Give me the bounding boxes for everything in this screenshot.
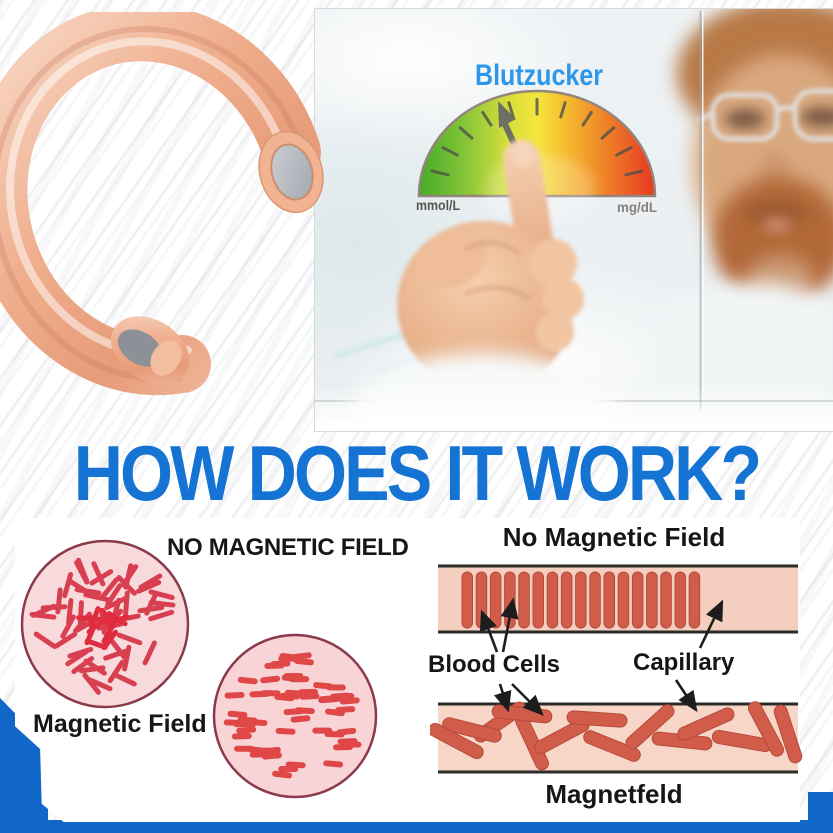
- gauge-labels: Blutzucker mmol/L mg/dL: [416, 59, 657, 215]
- aligned-cells-group: [223, 652, 362, 779]
- capillary-label: Capillary: [633, 649, 735, 676]
- ring-bottom-curl: [110, 316, 190, 384]
- blue-bottom-bar: [0, 820, 833, 833]
- photo-scene: Blutzucker mmol/L mg/dL: [315, 9, 833, 431]
- magnetic-field-label: Magnetic Field: [33, 710, 207, 738]
- magnet-disc-icon: [117, 329, 163, 367]
- ring-band: [0, 12, 321, 396]
- magnet-disc-icon: [270, 143, 314, 201]
- product-photo-panel: Blutzucker mmol/L mg/dL: [314, 8, 833, 432]
- doctor-glasses: [696, 88, 833, 142]
- gauge-title: Blutzucker: [475, 59, 603, 92]
- annotation-arrows: [479, 597, 724, 716]
- scattered-cells-group: [29, 557, 176, 695]
- blood-cells-label: Blood Cells: [428, 651, 561, 678]
- bottom-capillary-band: [430, 701, 803, 774]
- magnetfeld-title: Magnetfeld: [545, 779, 683, 809]
- no-magnetic-field-caps-label: NO MAGNETIC FIELD: [167, 534, 409, 561]
- blood-cells-circles-diagram: [20, 539, 378, 799]
- photo-bottom-fade: [315, 385, 833, 431]
- arrow-icon: [500, 597, 519, 653]
- blue-corner-step: [808, 792, 833, 833]
- capillary-diagram: [430, 564, 803, 774]
- arrow-icon: [493, 683, 512, 713]
- arrow-icon: [479, 609, 499, 653]
- top-capillary-band: [438, 564, 798, 634]
- arrow-icon: [698, 599, 724, 649]
- magnetic-ring-product-image: [0, 12, 324, 396]
- aligned-blood-cells-group: [461, 571, 701, 629]
- blurred-doctor-figure: [655, 9, 833, 431]
- headline: HOW DOES IT WORK?: [73, 430, 762, 518]
- gauge-arc: [417, 89, 657, 198]
- ring-top-magnet: [258, 130, 324, 214]
- arrow-icon: [511, 683, 544, 716]
- gauge-ticks: [430, 97, 644, 177]
- gauge-left-unit: mmol/L: [416, 197, 460, 213]
- scattered-blood-cells-group: [430, 701, 803, 771]
- capillary-top-title: No Magnetic Field: [502, 522, 726, 552]
- gauge-right-unit: mg/dL: [617, 199, 657, 215]
- arrow-icon: [674, 679, 698, 713]
